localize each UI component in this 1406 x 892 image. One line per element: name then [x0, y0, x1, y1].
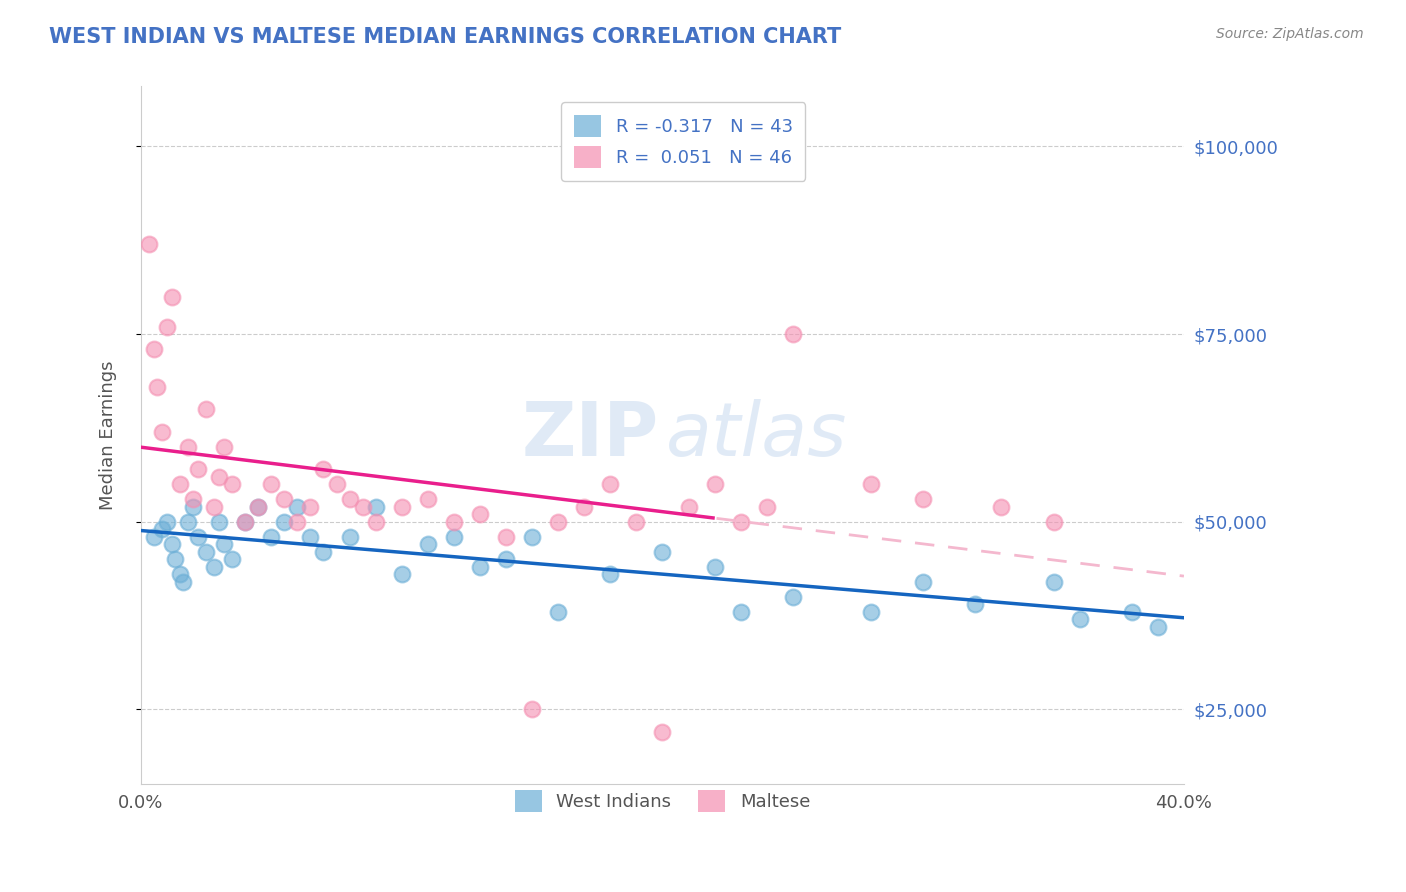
Point	[325, 477, 347, 491]
Point	[187, 530, 209, 544]
Point	[273, 515, 295, 529]
Point	[352, 500, 374, 514]
Point	[177, 515, 200, 529]
Point	[169, 567, 191, 582]
Point	[169, 477, 191, 491]
Point	[1042, 515, 1064, 529]
Point	[1147, 620, 1170, 634]
Point	[195, 545, 218, 559]
Point	[860, 477, 883, 491]
Point	[1121, 605, 1143, 619]
Point	[162, 537, 184, 551]
Point	[214, 440, 236, 454]
Point	[312, 545, 335, 559]
Text: WEST INDIAN VS MALTESE MEDIAN EARNINGS CORRELATION CHART: WEST INDIAN VS MALTESE MEDIAN EARNINGS C…	[49, 27, 841, 46]
Point	[912, 492, 935, 507]
Point	[782, 590, 804, 604]
Point	[138, 237, 160, 252]
Point	[299, 530, 322, 544]
Point	[187, 462, 209, 476]
Point	[520, 530, 543, 544]
Point	[221, 552, 243, 566]
Point	[172, 574, 194, 589]
Point	[443, 530, 465, 544]
Point	[202, 559, 225, 574]
Point	[195, 402, 218, 417]
Point	[156, 319, 179, 334]
Legend: West Indians, Maltese: West Indians, Maltese	[502, 777, 823, 824]
Point	[162, 289, 184, 303]
Point	[391, 567, 413, 582]
Point	[150, 425, 173, 439]
Point	[181, 492, 204, 507]
Point	[755, 500, 778, 514]
Point	[495, 530, 517, 544]
Point	[221, 477, 243, 491]
Point	[416, 537, 439, 551]
Point	[599, 477, 621, 491]
Point	[145, 379, 167, 393]
Point	[495, 552, 517, 566]
Point	[599, 567, 621, 582]
Point	[443, 515, 465, 529]
Point	[1042, 574, 1064, 589]
Point	[312, 462, 335, 476]
Point	[214, 537, 236, 551]
Point	[468, 559, 491, 574]
Point	[703, 559, 725, 574]
Point	[965, 597, 987, 611]
Y-axis label: Median Earnings: Median Earnings	[100, 360, 117, 510]
Point	[247, 500, 270, 514]
Point	[181, 500, 204, 514]
Point	[260, 477, 283, 491]
Point	[1069, 612, 1091, 626]
Point	[339, 492, 361, 507]
Point	[626, 515, 648, 529]
Point	[233, 515, 256, 529]
Point	[547, 515, 569, 529]
Point	[990, 500, 1012, 514]
Point	[468, 507, 491, 521]
Point	[260, 530, 283, 544]
Point	[233, 515, 256, 529]
Point	[299, 500, 322, 514]
Point	[574, 500, 596, 514]
Point	[247, 500, 270, 514]
Point	[651, 725, 673, 739]
Point	[287, 515, 309, 529]
Point	[364, 515, 387, 529]
Point	[273, 492, 295, 507]
Point	[416, 492, 439, 507]
Point	[287, 500, 309, 514]
Point	[703, 477, 725, 491]
Point	[520, 702, 543, 716]
Point	[860, 605, 883, 619]
Point	[678, 500, 700, 514]
Point	[202, 500, 225, 514]
Point	[730, 515, 752, 529]
Text: Source: ZipAtlas.com: Source: ZipAtlas.com	[1216, 27, 1364, 41]
Point	[156, 515, 179, 529]
Point	[143, 530, 166, 544]
Point	[163, 552, 186, 566]
Point	[339, 530, 361, 544]
Point	[730, 605, 752, 619]
Point	[651, 545, 673, 559]
Point	[150, 522, 173, 536]
Text: atlas: atlas	[665, 400, 846, 471]
Point	[208, 469, 231, 483]
Point	[547, 605, 569, 619]
Point	[143, 342, 166, 356]
Point	[912, 574, 935, 589]
Point	[364, 500, 387, 514]
Point	[391, 500, 413, 514]
Point	[782, 327, 804, 342]
Point	[177, 440, 200, 454]
Point	[208, 515, 231, 529]
Text: ZIP: ZIP	[522, 399, 659, 472]
